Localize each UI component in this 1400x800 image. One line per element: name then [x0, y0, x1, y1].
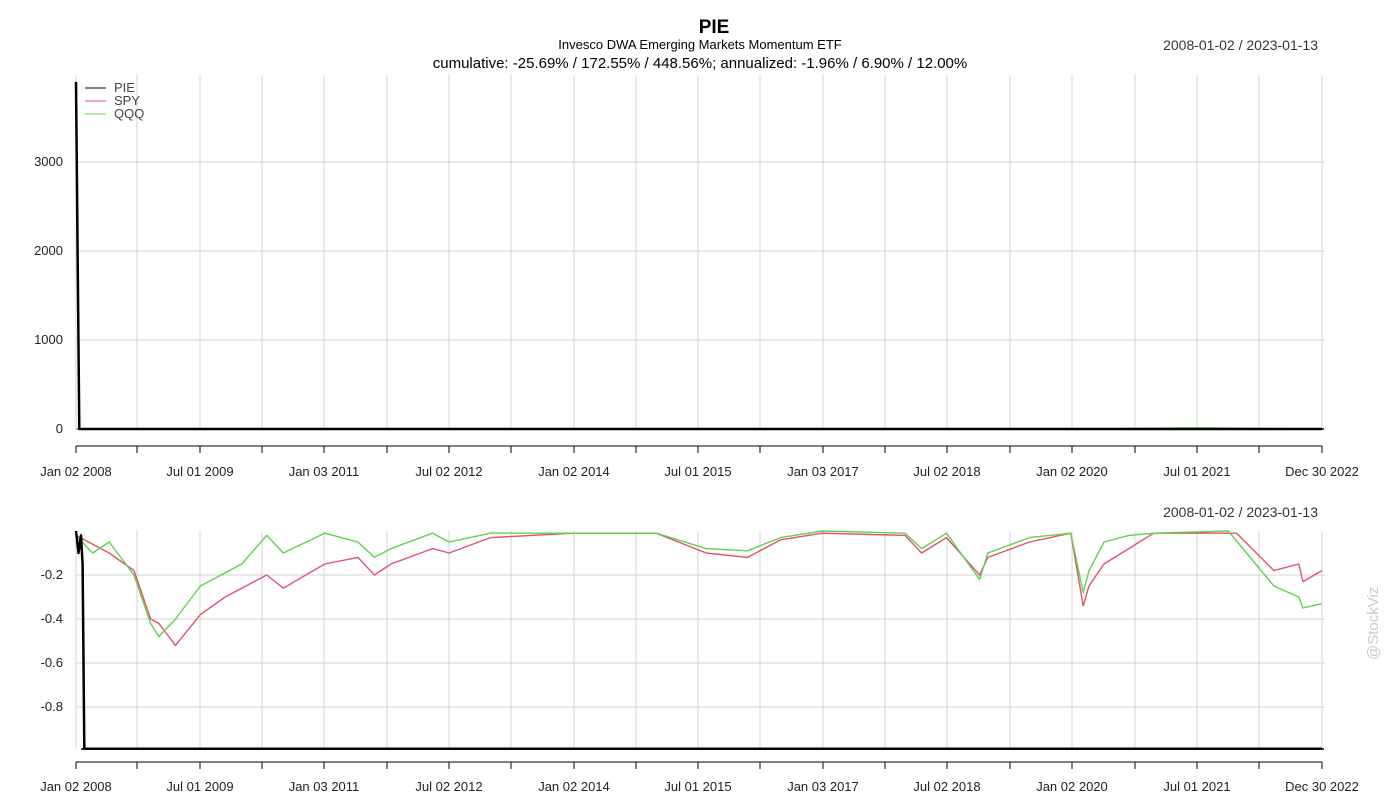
x-tick-label: Jul 01 2009 — [166, 779, 233, 794]
x-tick-label: Jul 01 2021 — [1163, 464, 1230, 479]
x-tick-label: Jul 02 2018 — [913, 464, 980, 479]
x-tick-label: Jul 01 2015 — [664, 464, 731, 479]
date-range-top: 2008-01-02 / 2023-01-13 — [1163, 37, 1318, 53]
y-tick-label: -0.6 — [41, 655, 63, 670]
y-tick-label: 0 — [56, 421, 63, 436]
series-line-spy — [75, 532, 1323, 647]
chart-subtitle: Invesco DWA Emerging Markets Momentum ET… — [558, 37, 842, 52]
date-range-bottom: 2008-01-02 / 2023-01-13 — [1163, 504, 1318, 520]
series-line-pie — [74, 81, 1322, 431]
x-tick-label: Jan 03 2017 — [787, 779, 859, 794]
y-tick-label: -0.8 — [41, 699, 63, 714]
x-tick-label: Jul 02 2012 — [415, 464, 482, 479]
x-tick-label: Jul 01 2021 — [1163, 779, 1230, 794]
series-line-qqq — [75, 530, 1323, 638]
series-line-pie — [74, 530, 1322, 751]
legend-label-qqq: QQQ — [114, 106, 144, 121]
x-tick-label: Jan 02 2020 — [1036, 779, 1108, 794]
x-tick-label: Jan 02 2014 — [538, 464, 610, 479]
x-tick-label: Jan 03 2011 — [289, 779, 360, 794]
y-tick-label: 1000 — [34, 332, 63, 347]
chart-title: PIE — [698, 17, 730, 38]
y-tick-label: 3000 — [34, 154, 63, 169]
legend-label-pie: PIE — [114, 80, 135, 95]
y-tick-label: 2000 — [34, 243, 63, 258]
y-tick-label: -0.2 — [41, 567, 63, 582]
performance-stats: cumulative: -25.69% / 172.55% / 448.56%;… — [432, 55, 968, 72]
x-tick-label: Jul 02 2012 — [415, 779, 482, 794]
x-tick-label: Jan 03 2017 — [787, 464, 859, 479]
y-tick-label: -0.4 — [41, 611, 63, 626]
x-tick-label: Jan 02 2008 — [40, 464, 112, 479]
legend-label-spy: SPY — [114, 93, 140, 108]
x-tick-label: Jan 02 2020 — [1036, 464, 1108, 479]
x-tick-label: Dec 30 2022 — [1285, 464, 1359, 479]
x-tick-label: Jul 01 2015 — [664, 779, 731, 794]
panel-1: 0 1000 2000 3000 Jan 02 2008 Jul 01 2009 Jan 0… — [34, 75, 1359, 479]
x-tick-label: Jan 02 2008 — [40, 779, 112, 794]
x-tick-label: Jul 01 2009 — [166, 464, 233, 479]
x-tick-label: Jul 02 2018 — [913, 779, 980, 794]
x-tick-label: Dec 30 2022 — [1285, 779, 1359, 794]
panel-2: -0.2 -0.4 -0.6 -0.8 Jan 02 2008 Jul 01 2009 Ja… — [40, 530, 1359, 794]
x-tick-label: Jan 02 2014 — [538, 779, 610, 794]
x-tick-label: Jan 03 2011 — [289, 464, 360, 479]
